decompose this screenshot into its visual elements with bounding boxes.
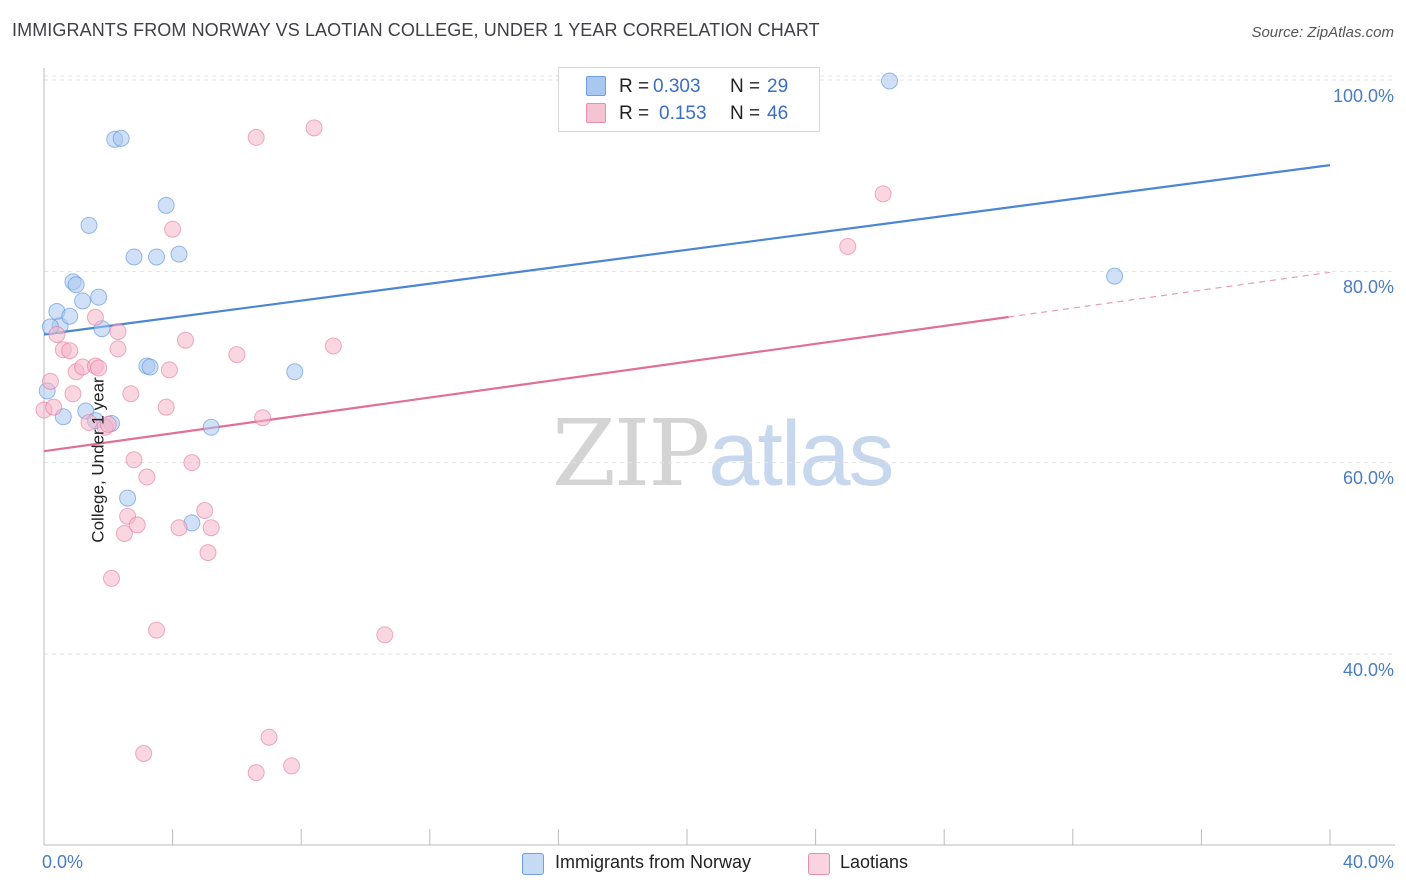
laotians-point [183, 454, 201, 472]
laotians-point [125, 451, 143, 469]
legend-r-value: 0.303 [653, 76, 701, 97]
legend-r-value: 0.153 [659, 103, 707, 124]
x-tick-label-min: 0.0% [42, 852, 84, 872]
norway-point [125, 248, 143, 266]
legend-n-value: 29 [767, 76, 789, 97]
laotians-point [61, 342, 79, 360]
x-tick-label-max: 40.0% [1342, 852, 1394, 872]
stats-legend: R = 0.303 N = 29 R = 0.153 N = 46 [558, 67, 820, 132]
legend-n-label: N = [730, 103, 761, 124]
laotians-point [839, 237, 857, 255]
laotians-point [164, 220, 182, 238]
laotians-point [80, 413, 98, 431]
norway-point [157, 196, 175, 214]
watermark: ZIPatlas [552, 400, 895, 507]
laotians-point [122, 385, 140, 403]
legend-label-norway: Immigrants from Norway [555, 852, 752, 872]
legend-swatch-norway [586, 76, 606, 96]
laotians-point [260, 728, 278, 746]
norway-point [119, 489, 137, 507]
norway-point [286, 363, 304, 381]
norway-point [170, 245, 188, 263]
norway-point [112, 129, 130, 147]
laotians-point [376, 626, 394, 644]
laotians-point [109, 340, 127, 358]
laotians-point [247, 764, 265, 782]
laotians-point [103, 569, 121, 587]
legend-r-label: R = [619, 76, 650, 97]
watermark-zip: ZIP [552, 400, 710, 507]
legend-n-value: 46 [767, 103, 789, 124]
norway-point [80, 216, 98, 234]
norway-trendline [43, 164, 1331, 336]
laotians-trendline-extension [1008, 271, 1331, 318]
legend-swatch-laotians [586, 103, 606, 123]
laotians-point [170, 519, 188, 537]
laotians-point [228, 346, 246, 364]
laotians-point [160, 361, 178, 379]
norway-point [67, 276, 85, 294]
laotians-point [45, 398, 63, 416]
y-tick-label: 100.0% [1332, 86, 1394, 106]
laotians-point [128, 516, 146, 534]
y-tick-label: 60.0% [1342, 468, 1394, 488]
laotians-point [138, 468, 156, 486]
norway-point [148, 248, 166, 266]
norway-point [141, 358, 159, 376]
laotians-point [86, 308, 104, 326]
laotians-point [109, 323, 127, 341]
laotians-point [176, 331, 194, 349]
y-tick-label: 40.0% [1342, 660, 1394, 680]
watermark-atlas: atlas [708, 403, 894, 505]
norway-point [61, 307, 79, 325]
laotians-point [41, 372, 59, 390]
laotians-point [148, 621, 166, 639]
laotians-point [305, 119, 323, 137]
laotians-point [202, 519, 220, 537]
y-axis-label: College, Under 1 year [88, 377, 108, 543]
norway-point [202, 418, 220, 436]
laotians-point [247, 128, 265, 146]
norway-point [881, 72, 899, 90]
norway-point [90, 288, 108, 306]
legend-swatch-norway [522, 853, 544, 875]
legend-label-laotians: Laotians [840, 852, 909, 872]
laotians-point [196, 502, 214, 519]
laotians-point [254, 409, 272, 427]
laotians-point [324, 337, 342, 355]
source-label: Source: ZipAtlas.com [1251, 24, 1394, 41]
laotians-point [90, 359, 108, 377]
laotians-point [64, 385, 82, 403]
laotians-point [157, 398, 175, 416]
legend-swatch-laotians [808, 853, 830, 875]
legend-n-label: N = [730, 76, 761, 97]
laotians-point [199, 544, 217, 562]
norway-point [74, 292, 92, 310]
laotians-point [283, 757, 301, 775]
laotians-point [135, 744, 153, 762]
laotians-point [99, 415, 117, 433]
laotians-point [48, 325, 66, 343]
chart-title: IMMIGRANTS FROM NORWAY VS LAOTIAN COLLEG… [12, 20, 820, 40]
y-tick-label: 80.0% [1342, 277, 1394, 297]
laotians-point [115, 524, 133, 542]
laotians-point [874, 185, 892, 203]
norway-point [1106, 267, 1124, 285]
legend-r-label: R = [619, 103, 650, 124]
